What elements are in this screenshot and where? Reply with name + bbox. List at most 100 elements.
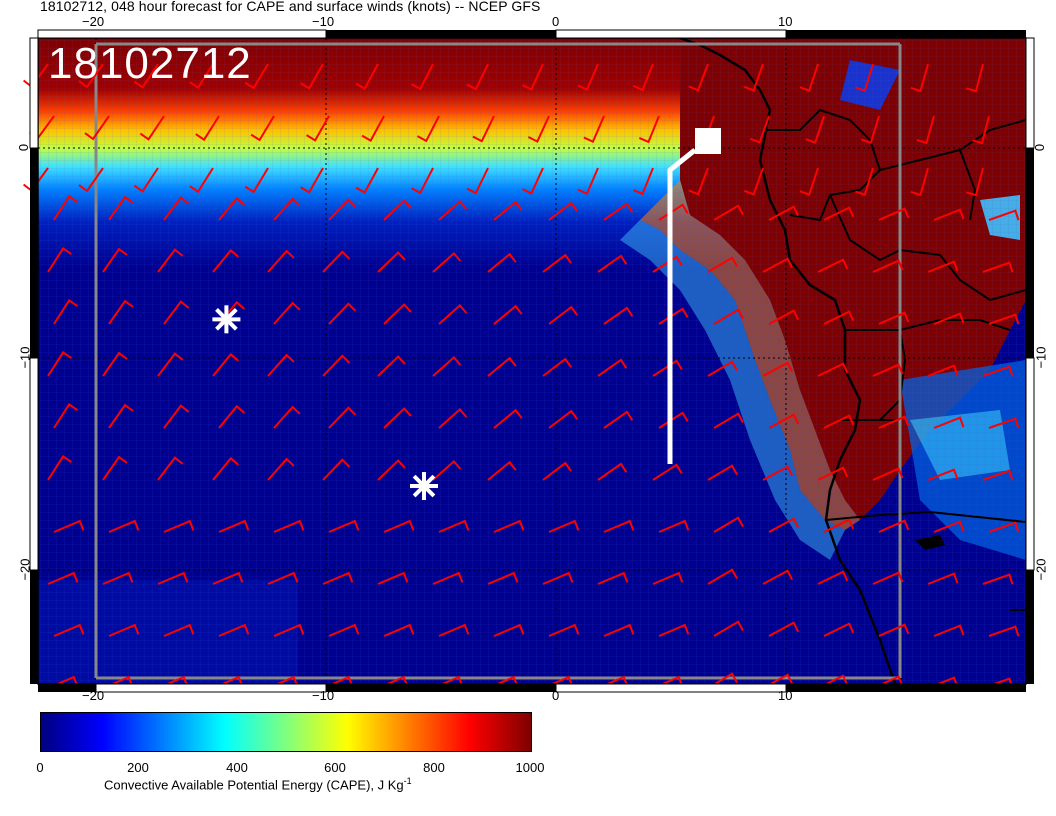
colorbar-tick: 400: [226, 760, 248, 775]
wind-barb: [817, 362, 849, 377]
wind-barb: [108, 195, 134, 221]
wind-barb: [78, 63, 104, 89]
bottom-tick-label: 0: [552, 688, 560, 703]
wind-barb: [988, 313, 1020, 325]
wind-barb: [273, 405, 301, 429]
wind-barb: [84, 115, 110, 141]
wind-barb: [189, 167, 214, 194]
axis-bars: [29, 29, 1035, 693]
wind-barb: [139, 115, 165, 141]
wind-barb: [542, 571, 574, 585]
wind-barb: [988, 521, 1020, 533]
wind-barb: [713, 204, 744, 221]
grey-frame-lines: [94, 42, 902, 680]
wind-barb: [163, 196, 190, 221]
wind-barb: [878, 311, 910, 325]
storm-track: [667, 148, 697, 464]
cape-wind-map: [23, 29, 1035, 693]
wind-barb: [212, 571, 244, 585]
wind-barb: [322, 250, 351, 273]
wind-barb: [102, 571, 134, 585]
wind-barb: [762, 569, 794, 585]
wind-barb: [597, 462, 628, 481]
wind-barb: [658, 307, 689, 325]
wind-barb: [361, 115, 385, 143]
wind-barb: [548, 201, 578, 221]
asterisk-markers: [212, 305, 439, 501]
wind-barb: [493, 519, 525, 533]
wind-barb: [762, 465, 794, 481]
wind-barb: [487, 356, 517, 377]
wind-barb: [157, 248, 184, 273]
wind-barb: [982, 469, 1014, 481]
wind-barb: [383, 199, 412, 221]
wind-barb: [861, 115, 880, 145]
wind-barb: [817, 570, 849, 585]
wind-barb: [432, 459, 462, 481]
left-tick-label: 0: [16, 143, 32, 152]
wind-barb: [768, 309, 800, 325]
wind-barb: [102, 247, 128, 273]
wind-barb: [799, 63, 819, 92]
wind-barb: [542, 253, 572, 273]
wind-barb: [383, 623, 415, 637]
wind-barb: [927, 572, 959, 585]
wind-barb: [768, 413, 800, 429]
wind-barb: [102, 351, 128, 377]
wind-barb: [521, 63, 544, 91]
wind-barb: [658, 519, 690, 533]
wind-barb: [273, 623, 305, 637]
wind-barb: [933, 520, 965, 533]
wind-barb: [157, 352, 184, 377]
wind-barb: [355, 167, 379, 195]
left-tick-label: −20: [17, 558, 33, 581]
wind-barb: [163, 519, 195, 533]
wind-barb: [47, 351, 72, 377]
wind-barb: [273, 197, 301, 221]
wind-barb: [163, 623, 195, 637]
wind-barb: [322, 571, 354, 585]
wind-barb: [78, 167, 104, 193]
wind-barb: [603, 410, 634, 429]
wind-barb: [487, 460, 517, 481]
right-tick-label: −20: [1033, 558, 1049, 581]
right-tick-label: 0: [1032, 143, 1048, 152]
wind-barb: [328, 623, 360, 637]
wind-barb: [548, 623, 580, 637]
cape-colorbar: [40, 712, 532, 752]
wind-barb: [988, 625, 1020, 637]
wind-barb: [542, 357, 572, 377]
colorbar-tick: 800: [423, 760, 445, 775]
wind-barb: [322, 458, 351, 481]
wind-barb: [982, 365, 1014, 377]
wind-barb: [548, 519, 580, 533]
wind-barb: [916, 115, 935, 145]
wind-barb: [466, 63, 489, 91]
wind-barb: [933, 416, 965, 429]
wind-barb: [707, 568, 738, 585]
wind-barb: [195, 115, 220, 142]
wind-barb: [212, 248, 239, 273]
wind-barb: [163, 300, 190, 325]
wind-barb: [410, 63, 434, 91]
wind-barb: [823, 310, 855, 325]
wind-barb: [638, 115, 660, 144]
wind-barb: [878, 207, 910, 221]
colorbar-label: Convective Available Potential Energy (C…: [104, 776, 412, 792]
wind-barb: [713, 412, 744, 429]
coastline: [679, 38, 897, 684]
wind-barb: [47, 455, 72, 481]
wind-barb: [872, 259, 904, 273]
wind-barb: [328, 302, 357, 325]
wind-barb: [597, 254, 628, 273]
wind-barb: [157, 571, 189, 585]
wind-barb: [438, 303, 468, 325]
wind-barb: [487, 571, 519, 585]
wind-barb: [47, 571, 79, 585]
wind-barb: [823, 518, 855, 533]
wind-barb: [658, 411, 689, 429]
wind-barb: [762, 361, 794, 377]
wind-barb: [603, 202, 634, 221]
wind-barb: [799, 167, 819, 196]
wind-barb: [603, 623, 635, 637]
